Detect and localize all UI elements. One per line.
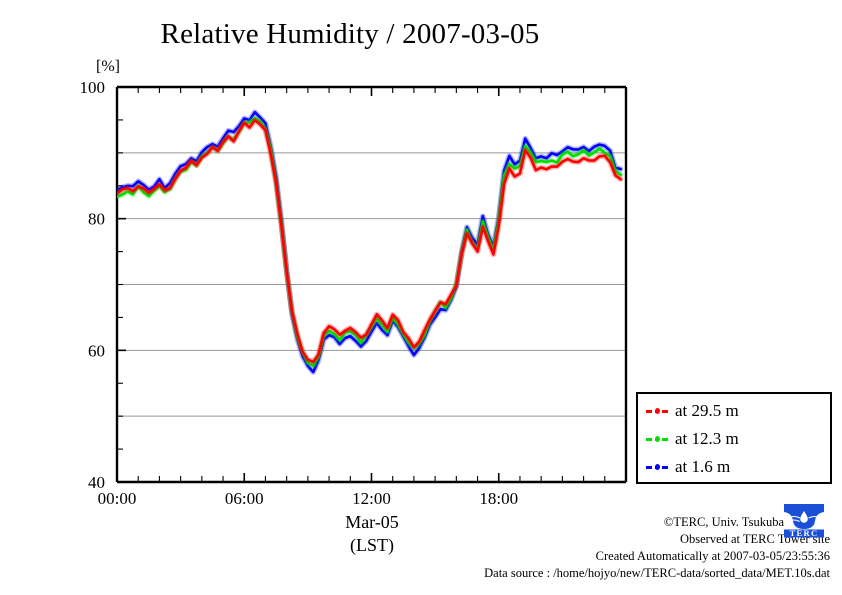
x-axis-title-timezone: (LST) bbox=[350, 535, 394, 555]
legend-label-2: at 1.6 m bbox=[675, 457, 731, 476]
y-tick-label: 80 bbox=[88, 210, 105, 229]
terc-logo: TERC bbox=[784, 504, 824, 538]
x-axis-title-date: Mar-05 bbox=[345, 512, 399, 532]
y-tick-label: 60 bbox=[88, 341, 105, 360]
y-tick-label: 100 bbox=[80, 78, 106, 97]
legend-item-1[interactable]: at 12.3 m bbox=[646, 429, 739, 448]
x-tick-label: 12:00 bbox=[352, 489, 391, 508]
footer-datasource: Data source : /home/hojyo/new/TERC-data/… bbox=[484, 566, 830, 580]
footer-copyright: ©TERC, Univ. Tsukuba bbox=[663, 515, 784, 529]
y-tick-label: 40 bbox=[88, 473, 105, 492]
legend-line-marker-0 bbox=[646, 406, 668, 416]
svg-text:TERC: TERC bbox=[790, 528, 819, 538]
legend-line-marker-2 bbox=[646, 462, 668, 472]
x-tick-label: 00:00 bbox=[98, 489, 137, 508]
legend-line-marker-1 bbox=[646, 434, 668, 444]
legend-item-2[interactable]: at 1.6 m bbox=[646, 457, 731, 476]
x-tick-label: 18:00 bbox=[479, 489, 518, 508]
legend-item-0[interactable]: at 29.5 m bbox=[646, 401, 739, 420]
legend-label-1: at 12.3 m bbox=[675, 429, 739, 448]
series-line bbox=[117, 110, 622, 374]
page-title: Relative Humidity / 2007-03-05 bbox=[160, 18, 540, 50]
footer-created: Created Automatically at 2007-03-05/23:5… bbox=[595, 549, 830, 563]
y-axis-unit-label: [%] bbox=[96, 58, 120, 75]
x-tick-label: 06:00 bbox=[225, 489, 264, 508]
series-group bbox=[117, 109, 624, 375]
legend-label-0: at 29.5 m bbox=[675, 401, 739, 420]
legend: at 29.5 m at 12.3 m at 1.6 m bbox=[636, 392, 832, 484]
series-line bbox=[117, 118, 622, 364]
